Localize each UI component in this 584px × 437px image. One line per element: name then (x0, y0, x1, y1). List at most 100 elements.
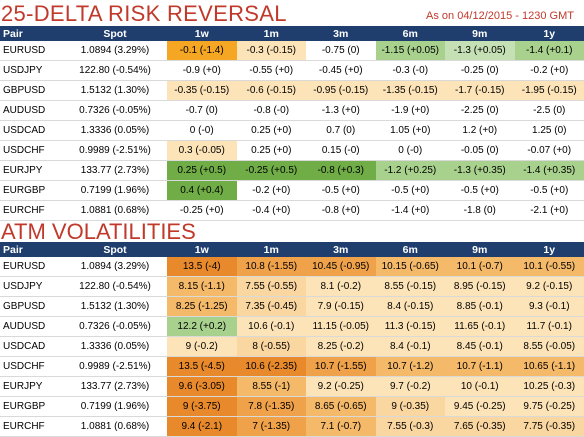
tenor-cell: 7.75 (-0.35) (515, 417, 584, 437)
spot-cell: 1.0894 (3.29%) (63, 41, 167, 61)
tenor-cell: 7.8 (-1.35) (237, 397, 307, 417)
tenor-cell: -0.3 (-0.15) (237, 41, 307, 61)
tenor-cell: -0.5 (+0) (376, 181, 446, 201)
tenor-cell: -0.5 (+0) (306, 181, 376, 201)
tenor-cell: 9.2 (-0.15) (515, 277, 584, 297)
tenor-cell: 10.65 (-1.1) (515, 357, 584, 377)
tenor-cell: 9.7 (-0.2) (376, 377, 446, 397)
spot-cell: 0.7326 (-0.05%) (63, 317, 167, 337)
spot-cell: 122.80 (-0.54%) (63, 277, 167, 297)
tenor-cell: 0.25 (+0) (237, 121, 307, 141)
tenor-cell: 8.45 (-0.1) (445, 337, 515, 357)
risk-reversal-title: 25-DELTA RISK REVERSAL (0, 2, 287, 26)
column-header: 9m (445, 242, 515, 257)
tenor-cell: -0.2 (+0) (515, 61, 584, 81)
tenor-cell: -0.6 (-0.15) (237, 81, 307, 101)
tenor-cell: -0.07 (+0) (515, 141, 584, 161)
pair-cell: EURJPY (0, 377, 63, 397)
vol-dashboard: 25-DELTA RISK REVERSAL As on 04/12/2015 … (0, 0, 584, 408)
tenor-cell: -2.1 (+0) (515, 201, 584, 221)
tenor-cell: -0.5 (+0) (445, 181, 515, 201)
column-header: 1w (167, 26, 237, 41)
pair-cell: USDJPY (0, 277, 63, 297)
pair-cell: USDCHF (0, 141, 63, 161)
tenor-cell: -1.35 (-0.15) (376, 81, 446, 101)
tenor-cell: 9 (-0.2) (167, 337, 237, 357)
tenor-cell: 11.65 (-0.1) (445, 317, 515, 337)
column-header: 1y (515, 26, 584, 41)
tenor-cell: 8.95 (-0.15) (445, 277, 515, 297)
tenor-cell: -0.9 (+0) (167, 61, 237, 81)
tenor-cell: 9.4 (-2.1) (167, 417, 237, 437)
pair-cell: EURCHF (0, 417, 63, 437)
pair-cell: EURUSD (0, 41, 63, 61)
pair-cell: AUDUSD (0, 101, 63, 121)
tenor-cell: 8.4 (-0.1) (376, 337, 446, 357)
tenor-cell: 10.45 (-0.95) (306, 257, 376, 277)
tenor-cell: 10.6 (-2.35) (237, 357, 307, 377)
tenor-cell: 0.25 (+0.5) (167, 161, 237, 181)
tenor-cell: -0.55 (+0) (237, 61, 307, 81)
tenor-cell: -1.4 (+0.35) (515, 161, 584, 181)
tenor-cell: 10.25 (-0.3) (515, 377, 584, 397)
tenor-cell: -0.3 (-0) (376, 61, 446, 81)
spot-cell: 1.5132 (1.30%) (63, 297, 167, 317)
column-header: 6m (376, 26, 446, 41)
pair-cell: AUDUSD (0, 317, 63, 337)
tenor-cell: -0.35 (-0.15) (167, 81, 237, 101)
tenor-cell: 8.25 (-0.2) (306, 337, 376, 357)
tenor-cell: 8.55 (-0.05) (515, 337, 584, 357)
tenor-cell: 9.45 (-0.25) (445, 397, 515, 417)
pair-cell: USDCAD (0, 121, 63, 141)
tenor-cell: -1.3 (+0) (306, 101, 376, 121)
spot-cell: 1.0881 (0.68%) (63, 417, 167, 437)
column-header: 9m (445, 26, 515, 41)
tenor-cell: -0.25 (0) (445, 61, 515, 81)
spot-cell: 1.3336 (0.05%) (63, 337, 167, 357)
pair-cell: USDCAD (0, 337, 63, 357)
tenor-cell: 9 (-0.35) (376, 397, 446, 417)
tenor-cell: 8.55 (-1) (237, 377, 307, 397)
spot-cell: 1.0894 (3.29%) (63, 257, 167, 277)
tenor-cell: 0 (-0) (167, 121, 237, 141)
pair-cell: USDJPY (0, 61, 63, 81)
tenor-cell: -1.3 (+0.05) (445, 41, 515, 61)
tenor-cell: -0.1 (-1.4) (167, 41, 237, 61)
spot-cell: 0.9989 (-2.51%) (63, 141, 167, 161)
tenor-cell: -0.45 (+0) (306, 61, 376, 81)
column-header: Pair (0, 26, 63, 41)
pair-cell: EURCHF (0, 201, 63, 221)
spot-cell: 133.77 (2.73%) (63, 377, 167, 397)
tenor-cell: 12.2 (+0.2) (167, 317, 237, 337)
column-header: Pair (0, 242, 63, 257)
tenor-cell: 10.15 (-0.65) (376, 257, 446, 277)
tenor-cell: -1.9 (+0) (376, 101, 446, 121)
pair-cell: USDCHF (0, 357, 63, 377)
tenor-cell: 1.2 (+0) (445, 121, 515, 141)
spot-cell: 133.77 (2.73%) (63, 161, 167, 181)
pair-cell: EURGBP (0, 397, 63, 417)
tenor-cell: 11.15 (-0.05) (306, 317, 376, 337)
pair-cell: GBPUSD (0, 297, 63, 317)
tenor-cell: -1.2 (+0.25) (376, 161, 446, 181)
tenor-cell: 11.7 (-0.1) (515, 317, 584, 337)
tenor-cell: -0.2 (+0) (237, 181, 307, 201)
tenor-cell: 10.7 (-1.1) (445, 357, 515, 377)
tenor-cell: 7.55 (-0.55) (237, 277, 307, 297)
tenor-cell: 0.25 (+0) (237, 141, 307, 161)
tenor-cell: 0.15 (-0) (306, 141, 376, 161)
tenor-cell: 8.1 (-0.2) (306, 277, 376, 297)
tenor-cell: 8 (-0.55) (237, 337, 307, 357)
